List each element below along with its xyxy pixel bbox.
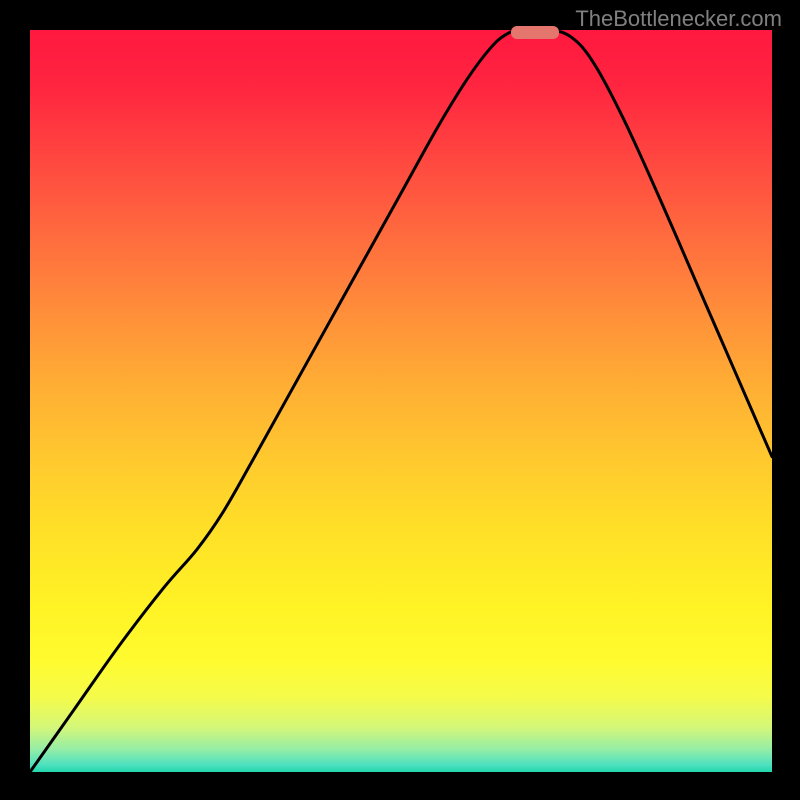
watermark-text: TheBottlenecker.com <box>575 6 782 32</box>
plot-area <box>30 30 772 772</box>
bottleneck-curve <box>30 30 772 772</box>
optimal-marker <box>511 26 559 39</box>
